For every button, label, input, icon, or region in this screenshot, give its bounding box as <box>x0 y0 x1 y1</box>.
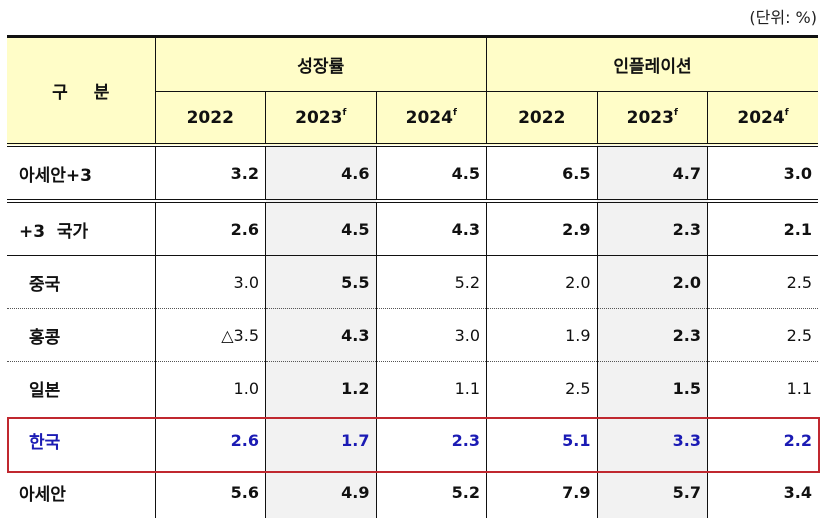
cell: 4.5 <box>265 201 377 256</box>
cell: △3.5 <box>154 308 266 362</box>
growth-inflation-table: 구 분 성장률 인플레이션 2022 2023f 2024f 2022 2023… <box>7 35 819 518</box>
cell: 4.6 <box>265 145 377 203</box>
table-row: 중국 3.0 5.5 5.2 2.0 2.0 2.5 <box>7 255 819 309</box>
year-header: 2022 <box>154 91 266 147</box>
cell: 1.5 <box>596 361 709 414</box>
cell: 1.1 <box>707 361 819 414</box>
table-row: 홍콩 △3.5 4.3 3.0 1.9 2.3 2.5 <box>7 308 819 362</box>
table-row-korea: 한국 2.6 1.7 2.3 5.1 3.3 2.2 <box>7 414 819 466</box>
cell: 1.1 <box>375 361 488 414</box>
table-row: 아세안 5.6 4.9 5.2 7.9 5.7 3.4 <box>7 466 819 518</box>
cell: 3.0 <box>707 145 819 203</box>
cell: 5.1 <box>486 414 598 466</box>
table-row: 아세안+3 3.2 4.6 4.5 6.5 4.7 3.0 <box>7 145 819 203</box>
table-row: +3 국가 2.6 4.5 4.3 2.9 2.3 2.1 <box>7 201 819 256</box>
cell: 2.3 <box>596 308 709 362</box>
cell: 4.7 <box>596 145 709 203</box>
table-row: 일본 1.0 1.2 1.1 2.5 1.5 1.1 <box>7 361 819 414</box>
year-header: 2024f <box>375 91 488 147</box>
cell: 4.3 <box>375 201 488 256</box>
category-header: 구 분 <box>7 35 156 147</box>
cell: 2.1 <box>707 201 819 256</box>
cell: 2.5 <box>707 308 819 362</box>
cell: 2.5 <box>707 255 819 309</box>
cell: 1.2 <box>265 361 377 414</box>
cell: 3.0 <box>154 255 266 309</box>
row-label: 한국 <box>7 414 156 466</box>
inflation-header: 인플레이션 <box>486 35 819 92</box>
row-label: 일본 <box>7 361 156 414</box>
cell: 2.2 <box>707 414 819 466</box>
cell: 3.3 <box>596 414 709 466</box>
cell: 1.9 <box>486 308 598 362</box>
year-header: 2022 <box>486 91 598 147</box>
cell: 5.7 <box>596 466 709 518</box>
year-header: 2024f <box>707 91 819 147</box>
growth-rate-header: 성장률 <box>154 35 488 92</box>
cell: 2.0 <box>596 255 709 309</box>
cell: 7.9 <box>486 466 598 518</box>
row-label: 중국 <box>7 255 156 309</box>
cell: 3.2 <box>154 145 266 203</box>
row-label: 아세안+3 <box>7 145 156 203</box>
cell: 6.5 <box>486 145 598 203</box>
cell: 2.6 <box>154 201 266 256</box>
cell: 5.5 <box>265 255 377 309</box>
cell: 4.3 <box>265 308 377 362</box>
cell: 1.0 <box>154 361 266 414</box>
cell: 2.0 <box>486 255 598 309</box>
row-label: 아세안 <box>7 466 156 518</box>
cell: 4.5 <box>375 145 488 203</box>
cell: 2.6 <box>154 414 266 466</box>
cell: 3.0 <box>375 308 488 362</box>
cell: 5.6 <box>154 466 266 518</box>
cell: 5.2 <box>375 255 488 309</box>
year-header: 2023f <box>265 91 377 147</box>
cell: 2.3 <box>596 201 709 256</box>
cell: 5.2 <box>375 466 488 518</box>
cell: 2.5 <box>486 361 598 414</box>
cell: 4.9 <box>265 466 377 518</box>
cell: 3.4 <box>707 466 819 518</box>
unit-label: (단위: %) <box>749 8 817 27</box>
cell: 1.7 <box>265 414 377 466</box>
row-label: +3 국가 <box>7 201 156 256</box>
row-label: 홍콩 <box>7 308 156 362</box>
year-header: 2023f <box>596 91 709 147</box>
cell: 2.9 <box>486 201 598 256</box>
cell: 2.3 <box>375 414 488 466</box>
